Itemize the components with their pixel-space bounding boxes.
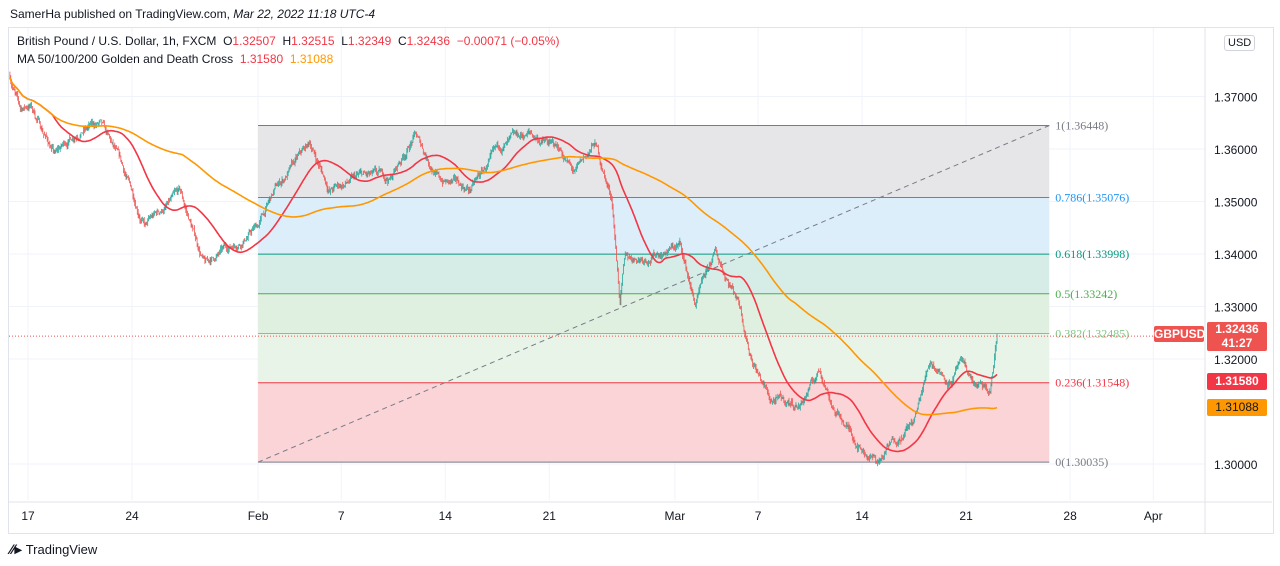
close-value: 1.32436 [406,34,451,48]
fib-zone [258,197,1050,255]
chart-frame[interactable] [8,27,1274,534]
high-value: 1.32515 [291,34,335,48]
x-tick-label: 21 [959,509,973,523]
ma1-value: 1.31580 [239,52,284,66]
bar-countdown: 41:27 [1221,336,1253,350]
ma200-line [9,77,998,416]
low-value: 1.32349 [347,34,392,48]
open-value: 1.32507 [232,34,276,48]
x-tick-label: Apr [1144,509,1163,523]
x-tick-label: 14 [439,509,453,523]
x-tick-label: Mar [665,509,686,523]
fib-level-label: 0.382(1.32485) [1055,327,1129,341]
tradingview-logo-icon: ⁄⁄▸ [10,541,22,557]
last-price: 1.32436 [1215,322,1259,336]
symbol-legend: British Pound / U.S. Dollar, 1h, FXCM O1… [17,34,559,48]
x-tick-label: 7 [755,509,762,523]
brand-text: TradingView [25,542,98,557]
publisher-text: SamerHa published on TradingView.com, [10,7,230,21]
fib-zone [258,293,1050,334]
x-tick-label: 24 [125,509,139,523]
y-tick-label: 1.37000 [1214,91,1258,105]
x-tick-label: 7 [338,509,345,523]
fib-level-label: 0(1.30035) [1055,455,1108,469]
fib-level-label: 0.5(1.33242) [1055,287,1117,301]
y-tick-label: 1.35000 [1214,196,1258,210]
y-tick-label: 1.33000 [1214,301,1258,315]
fib-zone [258,125,1050,198]
symbol-badge: GBPUSD [1154,326,1206,342]
fib-level-label: 1(1.36448) [1055,118,1108,132]
indicator-legend: MA 50/100/200 Golden and Death Cross 1.3… [17,52,333,66]
change-value: −0.00071 (−0.05%) [456,34,560,48]
ma2-value: 1.31088 [289,52,334,66]
tradingview-logo[interactable]: ⁄⁄▸ TradingView [10,541,97,558]
ma1-badge: 1.31580 [1207,373,1267,390]
ma50-line [9,77,998,453]
fib-zone [258,333,1050,383]
x-tick-label: 21 [543,509,557,523]
x-tick-label: 14 [855,509,869,523]
x-tick-label: Feb [248,509,269,523]
ma2-badge: 1.31088 [1207,399,1267,416]
x-tick-label: 28 [1063,509,1077,523]
publish-date: Mar 22, 2022 11:18 UTC-4 [233,7,376,21]
close-label: C [397,34,407,48]
symbol-name[interactable]: British Pound / U.S. Dollar, 1h, FXCM [17,34,217,48]
fib-level-label: 0.618(1.33998) [1055,247,1129,261]
fib-zone [258,254,1050,294]
x-tick-label: 17 [21,509,35,523]
y-tick-label: 1.34000 [1214,248,1258,262]
y-tick-label: 1.32000 [1214,353,1258,367]
currency-button[interactable]: USD [1224,35,1256,51]
last-price-badge: 1.32436 41:27 [1207,322,1267,351]
low-label: L [341,34,348,48]
y-tick-label: 1.36000 [1214,143,1258,157]
publish-info: SamerHa published on TradingView.com, Ma… [10,7,375,21]
fib-level-label: 0.236(1.31548) [1055,376,1129,390]
high-label: H [282,34,292,48]
open-label: O [223,34,233,48]
fib-level-label: 0.786(1.35076) [1055,191,1129,205]
y-tick-label: 1.30000 [1214,458,1258,472]
candles [9,71,998,467]
indicator-name[interactable]: MA 50/100/200 Golden and Death Cross [17,52,234,66]
fib-zone [258,382,1050,463]
